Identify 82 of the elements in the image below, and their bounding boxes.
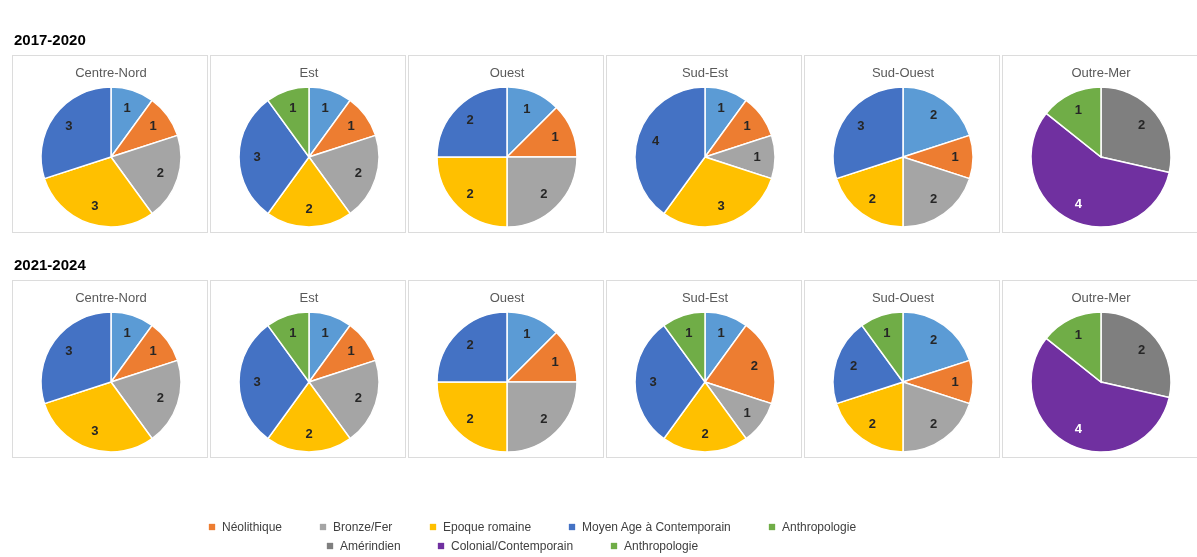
data-label: 1	[753, 149, 761, 164]
legend-label: Néolithique	[222, 520, 283, 534]
data-label: 2	[540, 410, 548, 426]
data-label: 1	[289, 324, 297, 340]
data-label: 1	[743, 118, 751, 134]
data-label: 1	[1074, 102, 1083, 118]
data-label: 2	[1138, 116, 1146, 132]
data-label: 2	[929, 416, 938, 432]
data-label: 1	[685, 324, 693, 340]
data-label: 1	[717, 99, 725, 115]
text: 2017-2020	[14, 31, 86, 48]
data-label: 1	[347, 343, 355, 359]
data-label: 1	[347, 118, 355, 134]
data-label: 2	[466, 112, 474, 128]
data-label: 3	[717, 198, 725, 214]
data-label: 3	[857, 118, 865, 134]
data-label: 3	[91, 198, 99, 214]
data-label: 2	[929, 331, 938, 347]
data-label: 2	[929, 191, 938, 207]
data-label: 2	[540, 185, 548, 201]
data-label: 1	[523, 325, 531, 341]
data-label: 2	[849, 357, 858, 373]
data-label: 1	[551, 354, 559, 370]
data-label: 1	[523, 100, 531, 116]
data-label: 3	[91, 423, 99, 439]
data-label: 1	[551, 129, 559, 145]
legend-label: Moyen Age à Contemporain	[582, 520, 731, 534]
data-label: 1	[717, 324, 725, 340]
data-label: 1	[951, 149, 959, 164]
chart-title: Sud-Ouest	[871, 290, 935, 305]
data-label: 2	[929, 106, 938, 122]
data-label: 1	[1074, 327, 1083, 343]
chart-title: Sud-Ouest	[871, 65, 935, 80]
data-label: 2	[466, 185, 474, 201]
data-label: 1	[289, 99, 297, 115]
data-label: 1	[883, 324, 891, 340]
data-label: 1	[743, 404, 751, 420]
data-label: 2	[305, 201, 313, 216]
chart-title: Outre-Mer	[1071, 65, 1132, 80]
data-label: 1	[951, 374, 959, 389]
data-label: 2	[156, 165, 165, 181]
text: 2021-2024	[14, 256, 86, 273]
data-label: 3	[65, 118, 73, 134]
data-label: 4	[651, 132, 660, 148]
data-label: 3	[649, 374, 657, 389]
data-label: 1	[149, 118, 157, 134]
legend-label: Epoque romaine	[443, 520, 532, 534]
data-label: 1	[123, 99, 131, 115]
chart-title: Est	[299, 290, 319, 305]
data-label: 2	[156, 390, 165, 406]
legend-label: Colonial/Contemporain	[451, 539, 574, 553]
data-label: 2	[701, 426, 709, 441]
data-label: 2	[750, 357, 759, 373]
chart-title: Sud-Est	[681, 65, 729, 80]
chart-title: Outre-Mer	[1071, 290, 1132, 305]
chart-title: Centre-Nord	[75, 65, 147, 80]
data-label: 2	[354, 165, 363, 181]
chart-title: Sud-Est	[681, 290, 729, 305]
chart-title: Est	[299, 65, 319, 80]
data-label: 1	[123, 324, 131, 340]
legend-label: Anthropologie	[782, 520, 857, 534]
data-label: 2	[1138, 341, 1146, 357]
legend-label: Amérindien	[340, 539, 401, 553]
data-label: 1	[321, 324, 329, 340]
legend-label: Anthropologie	[624, 539, 699, 553]
data-label: 3	[253, 374, 261, 389]
data-label: 4	[1074, 195, 1083, 211]
data-label: 2	[466, 337, 474, 353]
data-label: 1	[149, 343, 157, 359]
legend-label: Bronze/Fer	[333, 520, 393, 534]
chart-title: Ouest	[489, 65, 525, 80]
data-label: 2	[354, 390, 363, 406]
data-label: 3	[65, 343, 73, 359]
data-label: 2	[868, 416, 877, 432]
data-label: 2	[466, 410, 474, 426]
data-label: 2	[868, 191, 877, 207]
chart-title: Centre-Nord	[75, 290, 147, 305]
chart-title: Ouest	[489, 290, 525, 305]
data-label: 3	[253, 149, 261, 164]
data-label: 1	[321, 99, 329, 115]
data-label: 2	[305, 426, 313, 441]
data-label: 4	[1074, 420, 1083, 436]
